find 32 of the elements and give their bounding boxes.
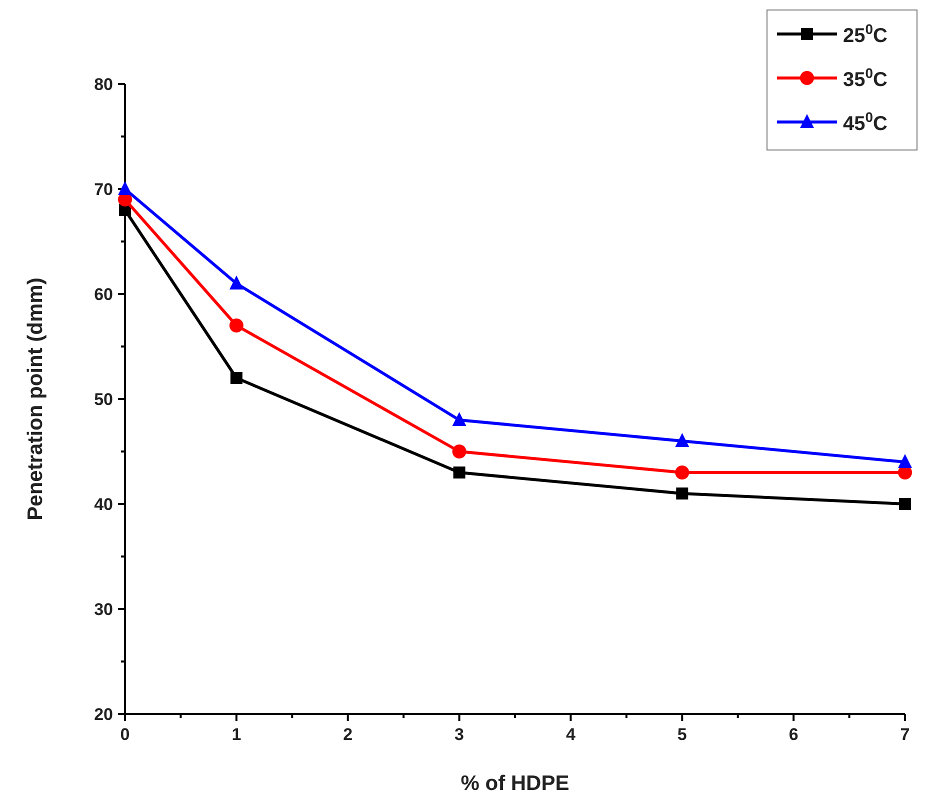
point — [452, 444, 466, 458]
x-tick-label: 2 — [343, 725, 353, 744]
y-tick-label: 40 — [94, 495, 113, 514]
y-tick-label: 50 — [94, 390, 113, 409]
y-tick-label: 30 — [94, 600, 113, 619]
x-tick-label: 4 — [566, 725, 576, 744]
point — [676, 488, 688, 500]
y-tick-label: 80 — [94, 75, 113, 94]
point — [675, 466, 690, 480]
point — [453, 466, 466, 478]
x-tick-label: 3 — [454, 725, 464, 744]
legend-label: 25$^{0}$C — [843, 21, 888, 47]
x-tick-label: 7 — [900, 725, 910, 744]
point — [899, 498, 911, 510]
x-tick-label: 6 — [788, 725, 798, 744]
x-tick-label: 5 — [677, 725, 687, 744]
point — [118, 181, 132, 195]
point — [452, 412, 466, 426]
x-axis-title: % of HDPE — [460, 772, 570, 795]
legend-label: 35$^{0}$C — [843, 65, 888, 91]
point — [230, 372, 242, 384]
x-tick-label: 0 — [120, 725, 130, 744]
y-tick-label: 70 — [94, 180, 113, 199]
y-tick-label: 60 — [94, 285, 113, 304]
x-tick-label: 1 — [232, 725, 242, 744]
legend-label: 45$^{0}$C — [843, 109, 888, 135]
point — [229, 318, 244, 332]
point — [229, 276, 244, 290]
y-axis-title: Penetration point (dmm) — [24, 278, 47, 520]
point — [898, 454, 912, 468]
point — [675, 433, 690, 447]
y-tick-label: 20 — [94, 705, 113, 724]
